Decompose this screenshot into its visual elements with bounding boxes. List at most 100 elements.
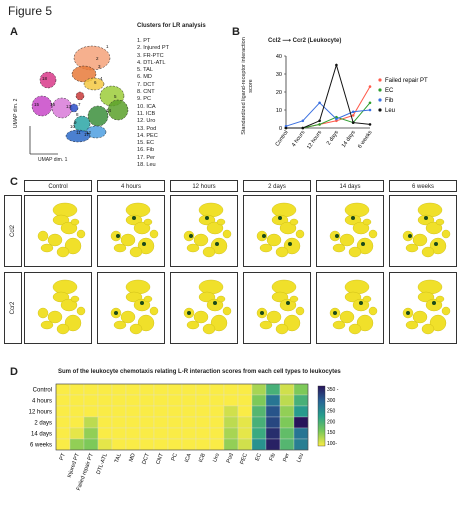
- heatmap-cell: [181, 416, 197, 429]
- y-tick-label: 40: [276, 54, 282, 60]
- legend-marker: [378, 78, 382, 82]
- cluster-list-item: 8. CNT: [137, 89, 155, 96]
- heatmap-col-label: TAL: [114, 453, 123, 464]
- cluster-list-item: 16. Fib: [137, 147, 155, 154]
- heatmap-cell: [83, 438, 99, 451]
- cluster-list-item: 15. EC: [137, 140, 155, 147]
- expression-spot: [278, 216, 282, 220]
- cluster-blob: [83, 77, 105, 91]
- condition-header: 12 hours: [170, 180, 238, 192]
- umap-feature-plot: [316, 272, 384, 344]
- line-chart: 0 10 20 30 40 Control 4 hours 12 hours 2 days 14 …: [275, 54, 428, 151]
- umap-feature-plot: [389, 272, 457, 344]
- umap-feature-svg: [110, 279, 159, 335]
- panel-c-label: C: [10, 176, 18, 188]
- heatmap-cell: [223, 427, 239, 440]
- ligand-name: Ccl2: [268, 38, 281, 44]
- heatmap-cell: [209, 383, 225, 396]
- heatmap-row-label: 6 weeks: [30, 443, 52, 449]
- heatmap-row-label: Control: [33, 388, 52, 394]
- umap-cluster-number: 16: [50, 102, 56, 107]
- umap-cluster-shape: [222, 306, 232, 316]
- data-point: [368, 108, 372, 112]
- umap-cluster-shape: [425, 221, 443, 235]
- heatmap-col-label: PC: [171, 453, 179, 462]
- umap-cluster-shape: [129, 246, 143, 258]
- umap-cluster-shape: [266, 233, 282, 247]
- umap-cluster-number: 3: [98, 64, 101, 69]
- colorbar-tick-label: 200: [327, 419, 336, 425]
- umap-cluster-shape: [202, 246, 216, 258]
- umap-cluster-number: 1: [106, 44, 109, 49]
- umap-cluster-shape: [289, 295, 299, 303]
- heatmap-cell: [209, 394, 225, 407]
- umap-cluster-shape: [129, 323, 143, 335]
- heatmap-cell: [125, 383, 141, 396]
- umap-cluster-shape: [133, 221, 151, 235]
- heatmap-cell: [279, 427, 295, 440]
- umap-cluster-shape: [198, 279, 224, 295]
- umap-cluster-shape: [339, 233, 355, 247]
- umap-cluster-shape: [149, 306, 159, 316]
- condition-header: 14 days: [316, 180, 384, 192]
- umap-cluster-shape: [259, 320, 273, 330]
- umap-cluster-number: 17: [84, 132, 90, 137]
- heatmap-col-label: PT: [59, 452, 67, 461]
- umap-cluster-shape: [113, 320, 127, 330]
- panel-a-label: A: [10, 26, 18, 38]
- expression-spot: [408, 234, 412, 238]
- umap-cluster-shape: [193, 310, 209, 324]
- expression-spot: [351, 216, 355, 220]
- legend-marker: [378, 88, 382, 92]
- heatmap-cell: [83, 383, 99, 396]
- cluster-list-item: 14. PEC: [137, 132, 158, 139]
- legend-marker: [378, 98, 382, 102]
- data-point: [368, 101, 372, 105]
- umap-cluster-shape: [417, 202, 443, 218]
- umap-feature-svg: [183, 202, 232, 258]
- umap-cluster-shape: [368, 306, 378, 316]
- umap-cluster-shape: [348, 246, 362, 258]
- heatmap-cell: [111, 416, 127, 429]
- heatmap-cell: [195, 438, 211, 451]
- umap-feature-plot: [389, 195, 457, 267]
- heatmap-col-label: PEC: [239, 453, 249, 466]
- umap-cluster-shape: [405, 243, 419, 253]
- heatmap-cell: [251, 383, 267, 396]
- umap-cluster-shape: [435, 295, 445, 303]
- umap-cluster-shape: [266, 310, 282, 324]
- heatmap-cell: [153, 416, 169, 429]
- umap-cluster-shape: [339, 310, 355, 324]
- heatmap-col-label: CNT: [155, 452, 165, 465]
- heatmap-cell: [55, 416, 71, 429]
- umap-cluster-shape: [206, 221, 224, 235]
- heatmap-cell: [153, 405, 169, 418]
- umap-cluster-shape: [120, 233, 136, 247]
- umap-cluster-shape: [198, 202, 224, 218]
- umap-cluster-shape: [60, 221, 78, 235]
- heatmap-cell: [167, 438, 183, 451]
- umap-feature-svg: [183, 279, 232, 335]
- expression-spot: [142, 242, 146, 246]
- heatmap-cell: [251, 416, 267, 429]
- umap-feature-plot: [170, 272, 238, 344]
- umap-cluster-shape: [70, 218, 80, 226]
- umap-cluster-shape: [429, 314, 447, 332]
- data-point: [368, 85, 372, 88]
- x-tick-label: 2 days: [326, 130, 340, 147]
- umap-cluster-shape: [421, 246, 435, 258]
- series-line-2: [285, 102, 371, 127]
- umap-cluster-shape: [198, 291, 216, 303]
- heatmap-cell: [195, 405, 211, 418]
- data-point: [318, 123, 321, 126]
- heatmap-cell: [223, 405, 239, 418]
- heatmap-cell: [237, 394, 253, 407]
- umap-cluster-number: 14: [106, 108, 112, 113]
- cluster-list-item: 1. PT: [137, 38, 151, 44]
- data-point: [335, 117, 338, 121]
- heatmap-cell: [125, 394, 141, 407]
- expression-spot: [140, 301, 144, 305]
- heatmap-cell: [69, 394, 85, 407]
- umap-cluster-shape: [279, 221, 297, 235]
